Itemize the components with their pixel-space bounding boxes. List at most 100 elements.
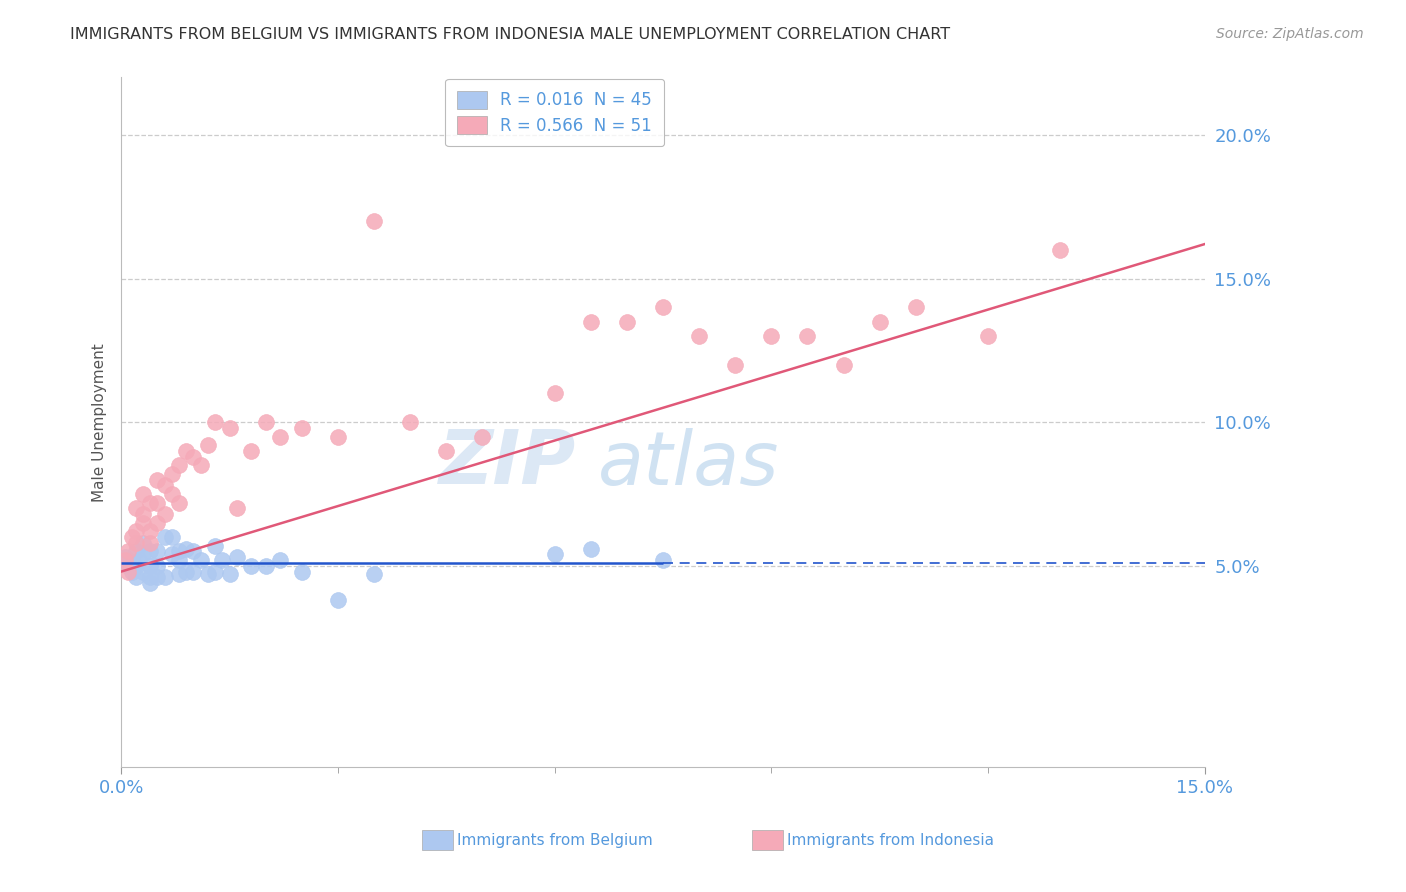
Text: Immigrants from Belgium: Immigrants from Belgium	[457, 833, 652, 847]
Text: Immigrants from Indonesia: Immigrants from Indonesia	[787, 833, 994, 847]
Point	[197, 567, 219, 582]
Point	[146, 544, 169, 558]
Point	[183, 544, 205, 558]
Point	[167, 567, 190, 582]
Text: Source: ZipAtlas.com: Source: ZipAtlas.com	[1216, 27, 1364, 41]
Point	[291, 565, 314, 579]
Point	[167, 495, 190, 509]
Point	[160, 487, 183, 501]
Point	[688, 329, 710, 343]
Point	[132, 487, 155, 501]
Point	[326, 429, 349, 443]
Point	[190, 553, 212, 567]
Point	[121, 530, 143, 544]
Point	[160, 467, 183, 481]
Point	[211, 553, 233, 567]
Point	[471, 429, 494, 443]
Point	[121, 565, 143, 579]
Point	[124, 501, 146, 516]
Point	[218, 421, 240, 435]
Point	[117, 553, 139, 567]
Point	[240, 558, 263, 573]
Point	[132, 536, 155, 550]
Point	[146, 495, 169, 509]
Point	[652, 300, 675, 314]
Point	[153, 507, 176, 521]
Point	[204, 415, 226, 429]
Point	[579, 541, 602, 556]
Point	[117, 544, 139, 558]
Point	[139, 536, 162, 550]
Text: IMMIGRANTS FROM BELGIUM VS IMMIGRANTS FROM INDONESIA MALE UNEMPLOYMENT CORRELATI: IMMIGRANTS FROM BELGIUM VS IMMIGRANTS FR…	[70, 27, 950, 42]
Point	[153, 570, 176, 584]
Point	[197, 438, 219, 452]
Point	[167, 553, 190, 567]
Point	[139, 544, 162, 558]
Point	[132, 565, 155, 579]
Point	[124, 524, 146, 539]
Point	[399, 415, 422, 429]
Text: ZIP: ZIP	[439, 427, 576, 500]
Point	[225, 550, 247, 565]
Point	[254, 415, 277, 429]
Y-axis label: Male Unemployment: Male Unemployment	[93, 343, 107, 501]
Point	[124, 544, 146, 558]
Point	[146, 473, 169, 487]
Point	[363, 214, 385, 228]
Point	[117, 565, 139, 579]
Point	[132, 547, 155, 561]
Point	[183, 565, 205, 579]
Point	[652, 553, 675, 567]
Point	[128, 553, 150, 567]
Point	[269, 429, 291, 443]
Point	[146, 516, 169, 530]
Point	[167, 544, 190, 558]
Point	[254, 558, 277, 573]
Point	[139, 570, 162, 584]
Point	[225, 501, 247, 516]
Point	[174, 443, 197, 458]
Point	[616, 315, 638, 329]
Point	[240, 443, 263, 458]
Point	[977, 329, 1000, 343]
Point	[796, 329, 818, 343]
Point	[139, 524, 162, 539]
Point	[114, 553, 136, 567]
Point	[160, 547, 183, 561]
Point	[117, 558, 139, 573]
Point	[904, 300, 927, 314]
Point	[204, 539, 226, 553]
Point	[291, 421, 314, 435]
Point	[218, 567, 240, 582]
Point	[160, 530, 183, 544]
Point	[543, 386, 565, 401]
Point	[167, 458, 190, 473]
Point	[326, 593, 349, 607]
Point	[139, 576, 162, 591]
Point	[869, 315, 891, 329]
Text: atlas: atlas	[598, 427, 779, 500]
Point	[139, 495, 162, 509]
Point	[124, 558, 146, 573]
Point	[761, 329, 783, 343]
Point	[183, 450, 205, 464]
Point	[139, 558, 162, 573]
Point	[124, 570, 146, 584]
Point	[1049, 243, 1071, 257]
Point	[132, 516, 155, 530]
Point	[114, 550, 136, 565]
Point	[434, 443, 457, 458]
Point	[174, 565, 197, 579]
Point	[174, 541, 197, 556]
Point	[190, 458, 212, 473]
Point	[269, 553, 291, 567]
Point	[132, 507, 155, 521]
Legend: R = 0.016  N = 45, R = 0.566  N = 51: R = 0.016 N = 45, R = 0.566 N = 51	[446, 78, 664, 146]
Point	[832, 358, 855, 372]
Point	[153, 478, 176, 492]
Point	[146, 558, 169, 573]
Point	[363, 567, 385, 582]
Point	[204, 565, 226, 579]
Point	[724, 358, 747, 372]
Point	[579, 315, 602, 329]
